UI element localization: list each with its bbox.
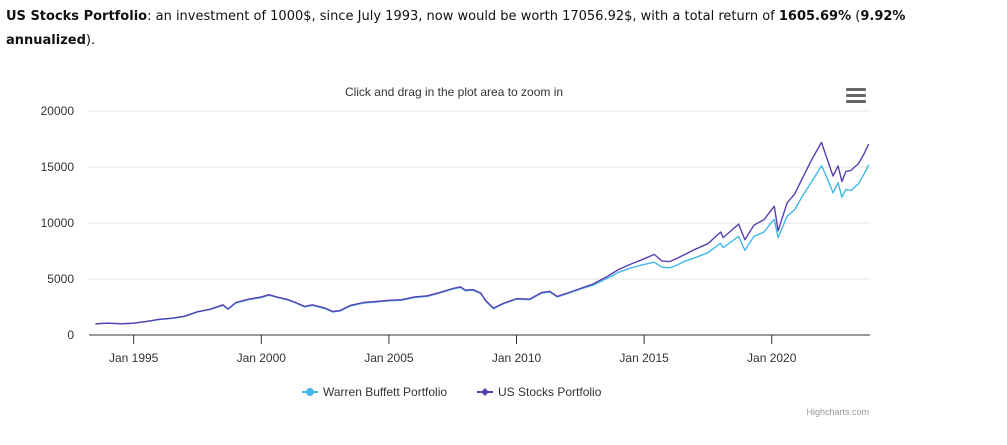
summary-annualized: 9.92% annualized <box>6 9 906 48</box>
summary-portfolio-name: US Stocks Portfolio <box>6 9 148 24</box>
summary-text-a: : an investment of 1000$, since July 199… <box>147 9 779 24</box>
x-tick-label: Jan 2015 <box>619 351 669 365</box>
chart-subtitle: Click and drag in the plot area to zoom … <box>345 85 563 99</box>
y-tick-label: 5000 <box>47 272 74 286</box>
legend-diamond-marker <box>481 388 489 396</box>
legend-item-warren-buffett[interactable]: Warren Buffett Portfolio <box>302 385 447 399</box>
summary-text-b: ( <box>851 9 861 24</box>
legend-circle-marker <box>306 388 314 396</box>
x-tick-label: Jan 2010 <box>492 351 542 365</box>
legend-label[interactable]: Warren Buffett Portfolio <box>323 385 447 399</box>
highcharts-credits[interactable]: Highcharts.com <box>806 407 869 417</box>
y-tick-label: 10000 <box>41 216 75 230</box>
summary-text-c: ). <box>85 33 96 48</box>
y-tick-label: 20000 <box>41 104 75 118</box>
portfolio-summary: US Stocks Portfolio: an investment of 10… <box>6 5 996 53</box>
x-tick-label: Jan 1995 <box>109 351 159 365</box>
menu-bar-icon <box>846 100 866 103</box>
menu-bar-icon <box>846 88 866 91</box>
x-axis-ticks: Jan 1995 Jan 2000 Jan 2005 Jan 2010 Jan 2015… <box>109 335 797 365</box>
menu-bar-icon <box>846 94 866 97</box>
series-line-warren-buffett[interactable] <box>95 164 870 325</box>
legend-label[interactable]: US Stocks Portfolio <box>498 385 602 399</box>
chart-menu-button[interactable] <box>846 88 866 104</box>
x-tick-label: Jan 2005 <box>364 351 414 365</box>
x-tick-label: Jan 2020 <box>747 351 797 365</box>
y-tick-label: 0 <box>67 328 74 342</box>
series-line-us-stocks[interactable] <box>95 141 870 325</box>
legend-item-us-stocks[interactable]: US Stocks Portfolio <box>477 385 602 399</box>
y-tick-label: 15000 <box>41 160 75 174</box>
x-tick-label: Jan 2000 <box>237 351 287 365</box>
summary-total-return: 1605.69% <box>778 9 852 24</box>
y-axis-labels: 0 5000 10000 15000 20000 <box>41 104 75 342</box>
series-lines[interactable] <box>95 141 870 325</box>
grid-lines <box>89 110 870 280</box>
chart-legend[interactable]: Warren Buffett Portfolio US Stocks Portfo… <box>302 385 602 399</box>
